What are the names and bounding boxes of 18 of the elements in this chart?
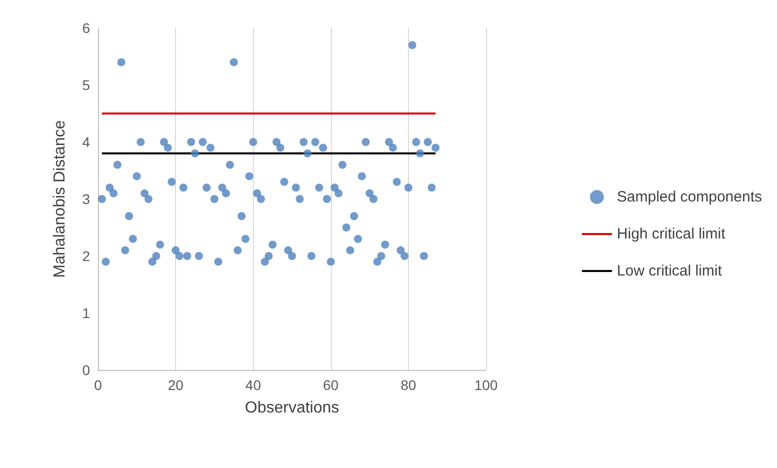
- y-tick-label: 5: [82, 77, 90, 93]
- y-tick-label: 2: [82, 248, 90, 264]
- y-tick-label: 3: [82, 191, 90, 207]
- y-axis-title: Mahalanobis Distance: [52, 120, 68, 278]
- x-axis-title: Observations: [244, 400, 340, 416]
- y-tick-label: 1: [82, 305, 90, 321]
- legend-label: Sampled components: [616, 188, 762, 206]
- x-tick-label: 60: [323, 377, 339, 393]
- legend-label: Low critical limit: [616, 262, 723, 280]
- x-tick-label: 0: [94, 377, 102, 393]
- x-tick-label: 100: [474, 377, 498, 393]
- x-tick-label: 20: [168, 377, 184, 393]
- x-tick-label: 40: [245, 377, 262, 393]
- y-tick-label: 4: [82, 134, 90, 150]
- x-tick-label: 80: [400, 377, 416, 393]
- y-tick-label: 0: [82, 362, 90, 378]
- legend-label: High critical limit: [616, 226, 726, 242]
- y-tick-label: 6: [82, 20, 90, 36]
